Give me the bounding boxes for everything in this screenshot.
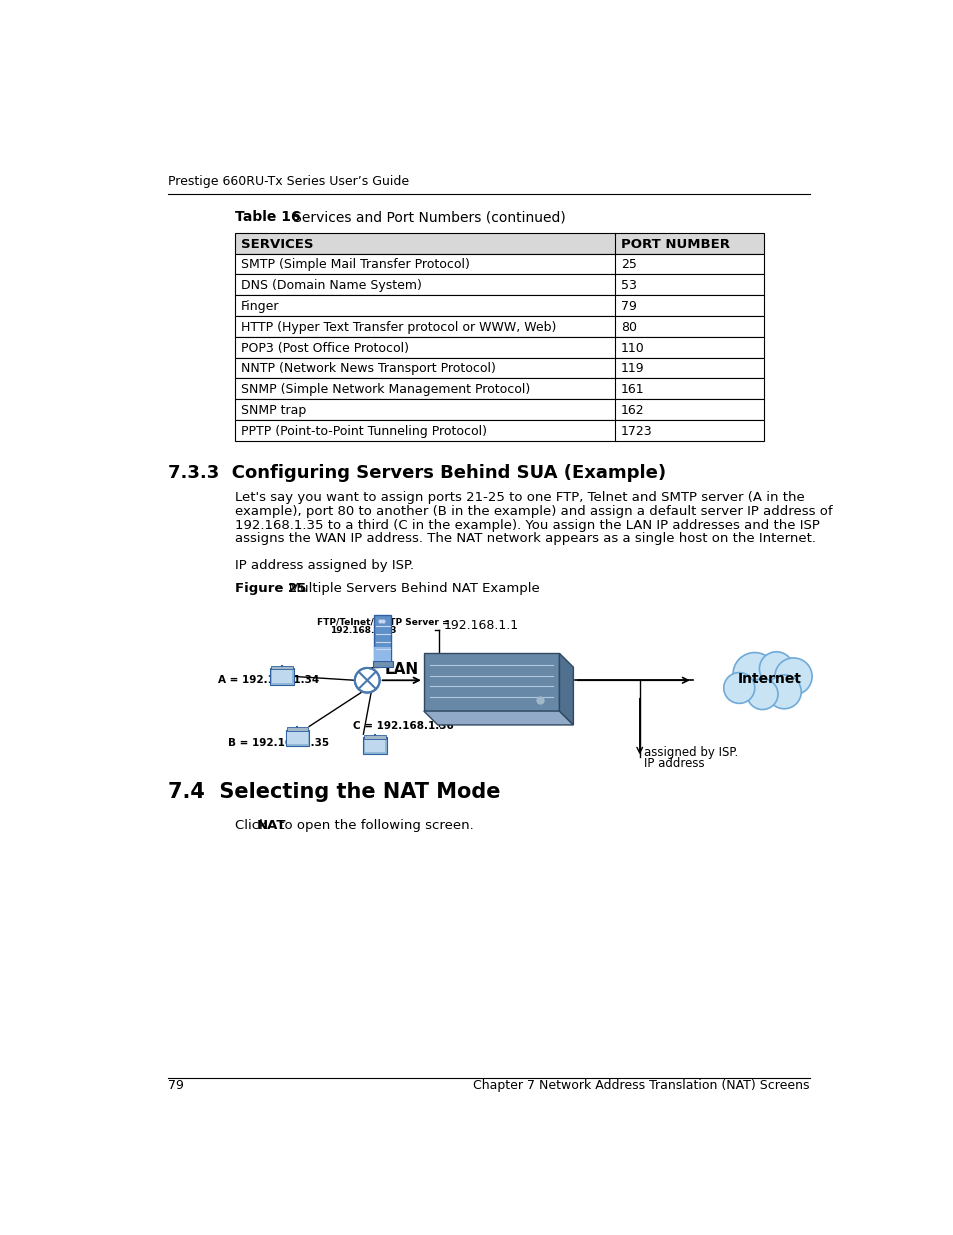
FancyBboxPatch shape (235, 253, 763, 274)
Text: assigned by ISP.: assigned by ISP. (643, 746, 737, 758)
Text: SNMP trap: SNMP trap (241, 404, 306, 417)
FancyBboxPatch shape (235, 233, 763, 253)
FancyBboxPatch shape (286, 730, 309, 746)
Circle shape (732, 652, 776, 695)
Text: 7.4  Selecting the NAT Mode: 7.4 Selecting the NAT Mode (168, 782, 500, 802)
FancyBboxPatch shape (235, 295, 763, 316)
Text: 192.168.1.35 to a third (C in the example). You assign the LAN IP addresses and : 192.168.1.35 to a third (C in the exampl… (235, 519, 820, 531)
Text: 53: 53 (620, 279, 636, 293)
Text: 80: 80 (620, 321, 636, 333)
Text: NNTP (Network News Transport Protocol): NNTP (Network News Transport Protocol) (241, 362, 496, 375)
FancyBboxPatch shape (365, 740, 385, 752)
Polygon shape (423, 711, 573, 725)
FancyBboxPatch shape (363, 737, 386, 755)
FancyBboxPatch shape (235, 378, 763, 399)
Text: Finger: Finger (241, 300, 279, 312)
Text: assigns the WAN IP address. The NAT network appears as a single host on the Inte: assigns the WAN IP address. The NAT netw… (235, 532, 816, 546)
Circle shape (746, 679, 778, 710)
Text: FTP/Telnet/SMTP Server =: FTP/Telnet/SMTP Server = (316, 618, 449, 626)
Text: Services and Port Numbers (continued): Services and Port Numbers (continued) (279, 210, 565, 225)
Text: 25: 25 (620, 258, 636, 272)
Text: Table 16: Table 16 (235, 210, 301, 225)
Text: 192.168.1.1: 192.168.1.1 (443, 619, 517, 631)
FancyBboxPatch shape (423, 653, 558, 711)
Text: LAN: LAN (385, 662, 418, 677)
Circle shape (355, 668, 379, 693)
Circle shape (774, 658, 811, 695)
Text: A = 192.168.1.34: A = 192.168.1.34 (218, 674, 319, 684)
Circle shape (759, 652, 793, 685)
Circle shape (723, 673, 754, 704)
Text: C = 192.168.1.36: C = 192.168.1.36 (353, 721, 454, 731)
FancyBboxPatch shape (270, 668, 294, 685)
Text: 1723: 1723 (620, 425, 652, 437)
Text: POP3 (Post Office Protocol): POP3 (Post Office Protocol) (241, 342, 409, 354)
Text: SERVICES: SERVICES (241, 237, 314, 251)
FancyBboxPatch shape (235, 337, 763, 358)
Text: to open the following screen.: to open the following screen. (274, 819, 474, 832)
FancyBboxPatch shape (271, 666, 293, 669)
FancyBboxPatch shape (287, 732, 307, 745)
Text: DNS (Domain Name System): DNS (Domain Name System) (241, 279, 421, 293)
Text: IP address assigned by ISP.: IP address assigned by ISP. (235, 558, 414, 572)
Text: Click: Click (235, 819, 272, 832)
FancyBboxPatch shape (286, 727, 308, 731)
FancyBboxPatch shape (364, 735, 385, 739)
Text: SMTP (Simple Mail Transfer Protocol): SMTP (Simple Mail Transfer Protocol) (241, 258, 469, 272)
FancyBboxPatch shape (235, 358, 763, 378)
Text: NAT: NAT (257, 819, 287, 832)
Text: Prestige 660RU-Tx Series User’s Guide: Prestige 660RU-Tx Series User’s Guide (168, 175, 409, 188)
FancyBboxPatch shape (373, 661, 393, 667)
Text: 7.3.3  Configuring Servers Behind SUA (Example): 7.3.3 Configuring Servers Behind SUA (Ex… (168, 464, 665, 482)
FancyBboxPatch shape (374, 647, 391, 661)
FancyBboxPatch shape (235, 420, 763, 441)
FancyBboxPatch shape (235, 399, 763, 420)
Text: 162: 162 (620, 404, 643, 417)
Text: 161: 161 (620, 383, 643, 396)
Text: 192.168.1.33: 192.168.1.33 (330, 626, 396, 635)
Text: Chapter 7 Network Address Translation (NAT) Screens: Chapter 7 Network Address Translation (N… (473, 1079, 809, 1092)
FancyBboxPatch shape (235, 316, 763, 337)
Text: Internet: Internet (737, 672, 801, 685)
Text: 110: 110 (620, 342, 643, 354)
Text: 79: 79 (620, 300, 636, 312)
Text: Figure 25: Figure 25 (235, 582, 307, 595)
Text: 79: 79 (168, 1079, 184, 1092)
Text: Multiple Servers Behind NAT Example: Multiple Servers Behind NAT Example (275, 582, 539, 595)
Text: Let's say you want to assign ports 21-25 to one FTP, Telnet and SMTP server (A i: Let's say you want to assign ports 21-25… (235, 490, 804, 504)
Text: B = 192.168.1.35: B = 192.168.1.35 (228, 737, 329, 747)
Text: 119: 119 (620, 362, 643, 375)
Text: HTTP (Hyper Text Transfer protocol or WWW, Web): HTTP (Hyper Text Transfer protocol or WW… (241, 321, 556, 333)
Text: PORT NUMBER: PORT NUMBER (620, 237, 729, 251)
Polygon shape (558, 653, 573, 725)
Text: example), port 80 to another (B in the example) and assign a default server IP a: example), port 80 to another (B in the e… (235, 505, 832, 517)
Circle shape (766, 674, 801, 709)
Text: IP address: IP address (643, 757, 703, 769)
FancyBboxPatch shape (235, 274, 763, 295)
Text: PPTP (Point-to-Point Tunneling Protocol): PPTP (Point-to-Point Tunneling Protocol) (241, 425, 486, 437)
FancyBboxPatch shape (374, 615, 391, 661)
Text: SNMP (Simple Network Management Protocol): SNMP (Simple Network Management Protocol… (241, 383, 530, 396)
FancyBboxPatch shape (272, 671, 292, 683)
